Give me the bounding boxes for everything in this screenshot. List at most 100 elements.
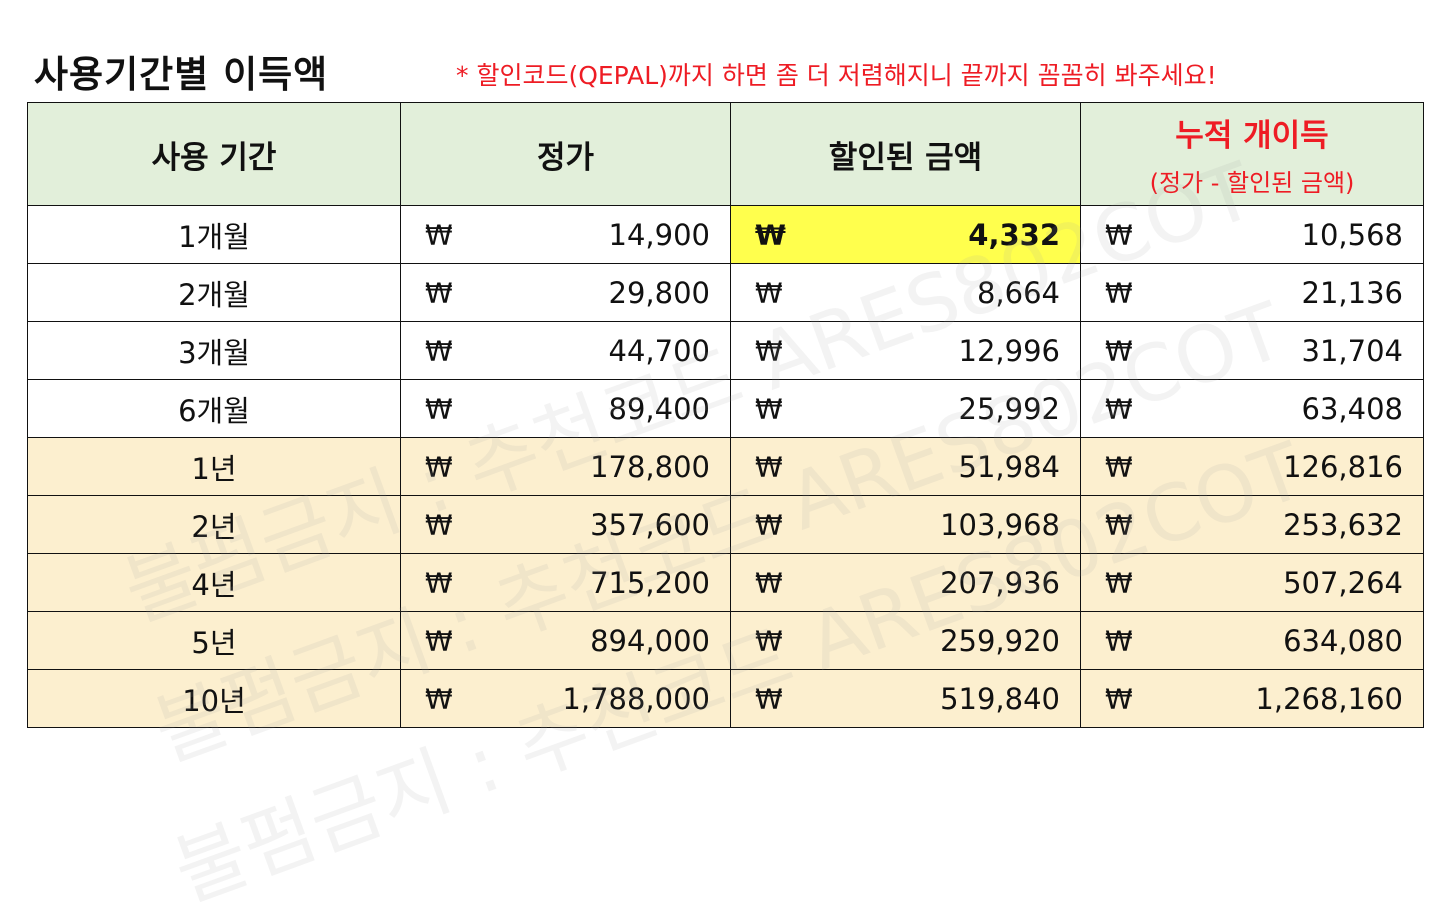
discounted-cell: ₩207,936 xyxy=(730,553,1081,612)
discounted-cell: ₩519,840 xyxy=(730,669,1081,728)
table-row: 3개월 ₩44,700 ₩12,996 ₩31,704 xyxy=(27,321,1424,380)
won-symbol: ₩ xyxy=(1105,624,1133,657)
period-cell: 3개월 xyxy=(27,321,401,380)
won-symbol: ₩ xyxy=(1105,682,1133,715)
header-savings: 누적 개이득 (정가 - 할인된 금액) xyxy=(1080,102,1424,206)
won-symbol: ₩ xyxy=(1105,566,1133,599)
header-period: 사용 기간 xyxy=(27,102,401,206)
period-cell: 4년 xyxy=(27,553,401,612)
period-cell: 5년 xyxy=(27,611,401,670)
discounted-cell: ₩103,968 xyxy=(730,495,1081,554)
list-price-cell: ₩357,600 xyxy=(400,495,731,554)
won-symbol: ₩ xyxy=(425,682,453,715)
won-symbol: ₩ xyxy=(1105,508,1133,541)
list-price-cell: ₩715,200 xyxy=(400,553,731,612)
won-symbol: ₩ xyxy=(425,334,453,367)
discount-code-notice: * 할인코드(QEPAL)까지 하면 좀 더 저렴해지니 끝까지 꼼꼼히 봐주세… xyxy=(456,61,1217,90)
won-symbol: ₩ xyxy=(755,450,783,483)
won-symbol: ₩ xyxy=(755,682,783,715)
table-row: 10년 ₩1,788,000 ₩519,840 ₩1,268,160 xyxy=(27,669,1424,728)
amount-value: 253,632 xyxy=(1283,507,1403,542)
header-savings-label: 누적 개이득 xyxy=(1175,118,1329,154)
won-symbol: ₩ xyxy=(755,624,783,657)
discounted-cell: ₩25,992 xyxy=(730,379,1081,438)
amount-value: 21,136 xyxy=(1301,275,1403,310)
savings-cell: ₩253,632 xyxy=(1080,495,1424,554)
amount-value: 507,264 xyxy=(1283,565,1403,600)
won-symbol: ₩ xyxy=(755,334,783,367)
period-cell: 2년 xyxy=(27,495,401,554)
discounted-cell: ₩259,920 xyxy=(730,611,1081,670)
won-symbol: ₩ xyxy=(425,276,453,309)
won-symbol: ₩ xyxy=(425,450,453,483)
amount-value: 1,788,000 xyxy=(562,681,710,716)
period-cell: 1년 xyxy=(27,437,401,496)
won-symbol: ₩ xyxy=(1105,334,1133,367)
table-header-row: 사용 기간 정가 할인된 금액 누적 개이득 (정가 - 할인된 금액) xyxy=(27,102,1424,206)
amount-value: 715,200 xyxy=(590,565,710,600)
amount-value: 63,408 xyxy=(1301,391,1403,426)
period-cell: 6개월 xyxy=(27,379,401,438)
list-price-cell: ₩89,400 xyxy=(400,379,731,438)
discounted-cell: ₩8,664 xyxy=(730,263,1081,322)
savings-cell: ₩126,816 xyxy=(1080,437,1424,496)
header-discounted: 할인된 금액 xyxy=(730,102,1081,206)
won-symbol: ₩ xyxy=(1105,450,1133,483)
table-body: 1개월 ₩14,900 ₩4,332 ₩10,568 2개월 ₩29,800 ₩8,664 ₩… xyxy=(27,205,1424,728)
table-row: 1개월 ₩14,900 ₩4,332 ₩10,568 xyxy=(27,205,1424,264)
discounted-cell: ₩4,332 xyxy=(730,205,1081,264)
table-row: 5년 ₩894,000 ₩259,920 ₩634,080 xyxy=(27,611,1424,670)
list-price-cell: ₩1,788,000 xyxy=(400,669,731,728)
won-symbol: ₩ xyxy=(425,218,453,251)
amount-value: 519,840 xyxy=(940,681,1060,716)
page-title: 사용기간별 이득액 xyxy=(34,53,329,96)
amount-value: 357,600 xyxy=(590,507,710,542)
amount-value: 103,968 xyxy=(940,507,1060,542)
period-cell: 10년 xyxy=(27,669,401,728)
won-symbol: ₩ xyxy=(1105,276,1133,309)
won-symbol: ₩ xyxy=(755,508,783,541)
table-row: 2개월 ₩29,800 ₩8,664 ₩21,136 xyxy=(27,263,1424,322)
won-symbol: ₩ xyxy=(425,566,453,599)
amount-value: 44,700 xyxy=(608,333,710,368)
won-symbol: ₩ xyxy=(425,392,453,425)
table-row: 4년 ₩715,200 ₩207,936 ₩507,264 xyxy=(27,553,1424,612)
amount-value: 207,936 xyxy=(940,565,1060,600)
won-symbol: ₩ xyxy=(425,508,453,541)
period-cell: 2개월 xyxy=(27,263,401,322)
savings-cell: ₩507,264 xyxy=(1080,553,1424,612)
header-savings-sub: (정가 - 할인된 금액) xyxy=(1149,169,1355,197)
savings-cell: ₩21,136 xyxy=(1080,263,1424,322)
list-price-cell: ₩894,000 xyxy=(400,611,731,670)
amount-value: 12,996 xyxy=(958,333,1060,368)
amount-value: 1,268,160 xyxy=(1255,681,1403,716)
amount-value: 31,704 xyxy=(1301,333,1403,368)
list-price-cell: ₩44,700 xyxy=(400,321,731,380)
period-cell: 1개월 xyxy=(27,205,401,264)
amount-value: 8,664 xyxy=(976,275,1060,310)
amount-value: 29,800 xyxy=(608,275,710,310)
amount-value: 14,900 xyxy=(608,217,710,252)
won-symbol: ₩ xyxy=(1105,218,1133,251)
won-symbol: ₩ xyxy=(1105,392,1133,425)
amount-value: 894,000 xyxy=(590,623,710,658)
amount-value: 25,992 xyxy=(958,391,1060,426)
discounted-cell: ₩51,984 xyxy=(730,437,1081,496)
amount-value: 634,080 xyxy=(1283,623,1403,658)
amount-value: 10,568 xyxy=(1301,217,1403,252)
won-symbol: ₩ xyxy=(755,566,783,599)
savings-cell: ₩634,080 xyxy=(1080,611,1424,670)
table-row: 1년 ₩178,800 ₩51,984 ₩126,816 xyxy=(27,437,1424,496)
discounted-cell: ₩12,996 xyxy=(730,321,1081,380)
amount-value: 4,332 xyxy=(968,217,1060,252)
savings-cell: ₩31,704 xyxy=(1080,321,1424,380)
amount-value: 126,816 xyxy=(1283,449,1403,484)
savings-cell: ₩10,568 xyxy=(1080,205,1424,264)
amount-value: 178,800 xyxy=(590,449,710,484)
amount-value: 51,984 xyxy=(958,449,1060,484)
won-symbol: ₩ xyxy=(755,392,783,425)
list-price-cell: ₩178,800 xyxy=(400,437,731,496)
savings-cell: ₩63,408 xyxy=(1080,379,1424,438)
header-list-price: 정가 xyxy=(400,102,731,206)
table-row: 2년 ₩357,600 ₩103,968 ₩253,632 xyxy=(27,495,1424,554)
